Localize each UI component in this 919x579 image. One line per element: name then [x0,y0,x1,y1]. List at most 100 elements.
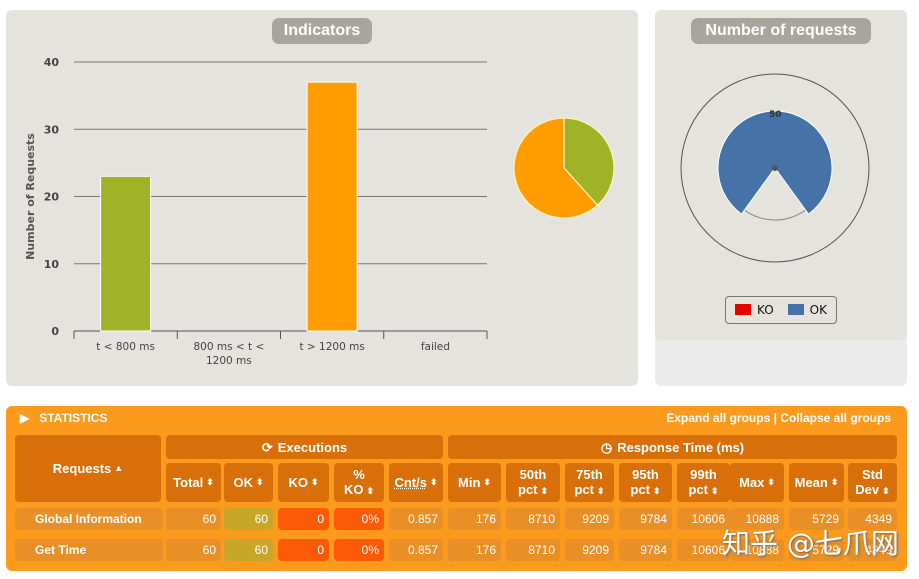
table-cell: 10888 [730,539,784,561]
table-cell: 60 [166,508,221,530]
column-header-cnt-s[interactable]: Cnt/s ⬍ [389,463,443,502]
table-cell: 176 [448,508,501,530]
pie-slice[interactable] [563,117,615,207]
bar[interactable] [100,175,152,332]
column-header-label: 99th pct ⬍ [688,466,719,497]
column-header-mean[interactable]: Mean ⬍ [789,463,844,502]
indicators-bar-chart: 0 10 20 30 40 t < 800 ms 800 ms < t < 1200 ms t … [24,56,615,367]
column-header-label: 75th pct ⬍ [574,466,605,497]
table-cell: 0 [278,508,329,530]
table-cell: 9209 [565,539,614,561]
requests-legend: KO OK [725,296,837,324]
column-header-ko[interactable]: KO ⬍ [278,463,329,502]
table-cell: 0.857 [389,508,443,530]
sort-icon: ⬍ [310,477,319,487]
executions-group-header: ⟳ Executions [166,435,443,459]
table-cell: 60 [224,508,273,530]
y-tick-label: 20 [44,191,60,204]
table-cell: 4349 [848,539,897,561]
sort-asc-icon: ▲ [114,463,124,473]
y-tick-label: 10 [44,258,60,271]
response-header-label: Response Time (ms) [617,439,745,455]
sort-icon: ⬍ [710,485,719,496]
sort-icon: ⬍ [429,477,438,487]
requests-column-header[interactable]: Requests ▲ [15,435,161,502]
gauge-slice-ok[interactable] [717,110,833,215]
clock-icon: ◷ [600,439,613,455]
ok-swatch-icon [787,304,804,315]
row-name[interactable]: Global Information [15,508,163,530]
statistics-toggle[interactable]: ▶ STATISTICS [20,411,107,425]
table-cell: 0% [334,508,384,530]
x-tick-label: 800 ms < t < [193,341,264,353]
legend-item-ok[interactable]: OK [787,303,827,317]
link-separator: | [773,411,777,425]
y-axis-label: Number of Requests [24,133,37,260]
sort-icon: ⬍ [206,477,214,487]
column-header-50th-pct[interactable]: 50th pct ⬍ [506,463,560,502]
column-header-label: Mean [794,475,828,490]
column-header-99th-pct[interactable]: 99th pct ⬍ [677,463,730,502]
gauge-center [772,165,778,171]
column-header-label: KO [288,475,308,490]
table-cell: 9784 [619,539,672,561]
requests-gauge-chart: 50 [680,73,870,263]
column-header-label: % KO ⬍ [343,466,375,497]
column-header-95th-pct[interactable]: 95th pct ⬍ [619,463,672,502]
column-header-label: Max [739,475,765,490]
y-tick-label: 40 [44,56,60,69]
column-header-min[interactable]: Min ⬍ [448,463,501,502]
sort-icon: ⬍ [830,477,839,487]
row-name[interactable]: Get Time [15,539,163,561]
expand-triangle-icon: ▶ [20,411,30,425]
table-cell: 0% [334,539,384,561]
table-cell: 8710 [506,508,560,530]
legend-item-ko[interactable]: KO [735,303,774,317]
watermark: 知乎 @七爪网 [722,527,899,560]
response-time-group-header: ◷ Response Time (ms) [448,435,897,459]
requests-header-label: Requests [52,461,112,476]
column-header-std-dev[interactable]: Std Dev ⬍ [848,463,897,502]
collapse-all-groups-link[interactable]: Collapse all groups [780,411,891,425]
column-header-label: Min [458,475,481,490]
column-header-total[interactable]: Total ⬍ [166,463,221,502]
gauge-outer-ring [680,73,870,263]
group-links: Expand all groups | Collapse all groups [666,411,891,425]
column-header-ok[interactable]: OK ⬍ [224,463,273,502]
sort-icon: ⬍ [540,485,549,496]
column-header-label: Cnt/s [394,475,427,490]
sort-icon: ⬍ [483,477,491,487]
sort-icon: ⬍ [882,485,890,496]
sort-icon: ⬍ [596,485,605,496]
sort-icon: ⬍ [767,477,775,487]
table-cell: 176 [448,539,501,561]
x-tick-label: 1200 ms [206,355,252,367]
x-tick-label: t > 1200 ms [299,341,364,353]
table-cell: 60 [166,539,221,561]
x-tick-label: t < 800 ms [96,341,155,353]
table-cell: 0.857 [389,539,443,561]
table-cell: 10888 [730,508,784,530]
column-header-label: 95th pct ⬍ [630,466,661,497]
table-cell: 5729 [789,508,844,530]
bar[interactable] [306,81,358,332]
statistics-panel: ▶ STATISTICS Expand all groups | Collapse… [6,406,907,571]
executions-header-label: Executions [277,439,348,455]
requests-panel: Number of requests 50 KO OK [655,10,907,386]
requests-inner: Number of requests 50 KO OK [655,10,907,340]
expand-all-groups-link[interactable]: Expand all groups [666,411,771,425]
column-header-max[interactable]: Max ⬍ [730,463,784,502]
table-cell: 0 [278,539,329,561]
table-cell: 8710 [506,539,560,561]
column-header--ko[interactable]: % KO ⬍ [334,463,384,502]
requests-title: Number of requests [691,18,871,44]
table-cell: 5729 [789,539,844,561]
column-header-75th-pct[interactable]: 75th pct ⬍ [565,463,614,502]
ko-swatch-icon [735,304,751,315]
sort-icon: ⬍ [255,477,264,487]
column-header-label: Total [173,475,204,490]
table-cell: 60 [224,539,273,561]
table-cell: 9209 [565,508,614,530]
table-cell: 9784 [619,508,672,530]
pie-slice[interactable] [513,117,599,219]
